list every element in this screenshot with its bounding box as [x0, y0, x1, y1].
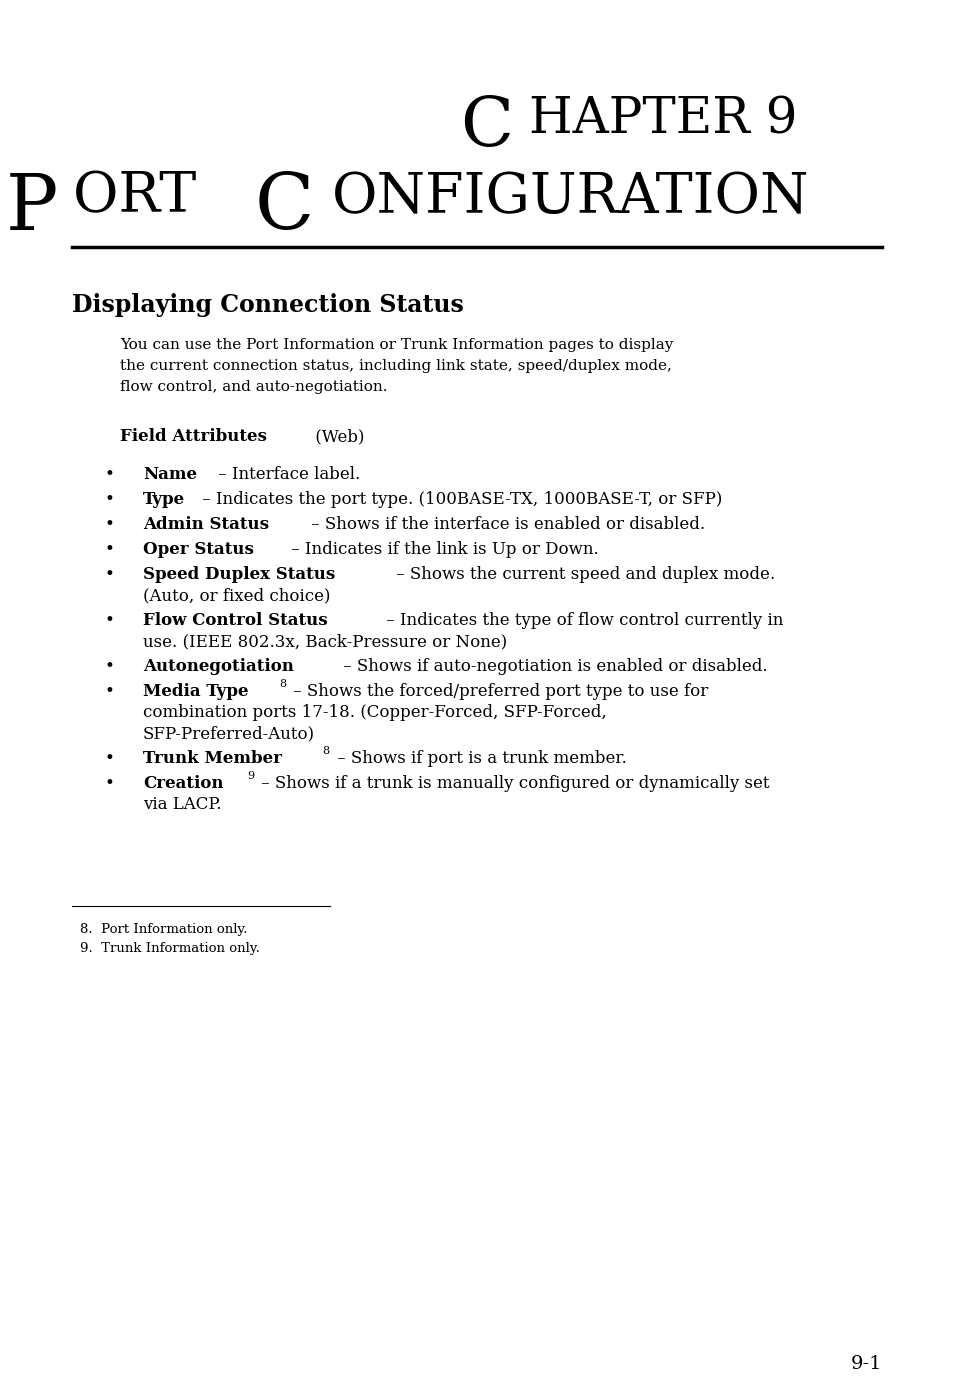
Text: Name: Name — [143, 466, 196, 483]
Text: •: • — [105, 566, 114, 583]
Text: (Auto, or fixed choice): (Auto, or fixed choice) — [143, 587, 330, 604]
Text: combination ports 17-18. (Copper-Forced, SFP-Forced,: combination ports 17-18. (Copper-Forced,… — [143, 704, 606, 720]
Text: •: • — [105, 491, 114, 508]
Text: Field Attributes: Field Attributes — [120, 428, 267, 446]
Text: the current connection status, including link state, speed/duplex mode,: the current connection status, including… — [120, 359, 671, 373]
Text: Autonegotiation: Autonegotiation — [143, 658, 294, 675]
Text: use. (IEEE 802.3x, Back-Pressure or None): use. (IEEE 802.3x, Back-Pressure or None… — [143, 633, 507, 650]
Text: – Shows if a trunk is manually configured or dynamically set: – Shows if a trunk is manually configure… — [255, 775, 769, 793]
Text: – Shows if the interface is enabled or disabled.: – Shows if the interface is enabled or d… — [305, 516, 704, 533]
Text: Trunk Member: Trunk Member — [143, 750, 282, 768]
Text: 8: 8 — [279, 679, 286, 688]
Text: Displaying Connection Status: Displaying Connection Status — [71, 293, 463, 316]
Text: – Indicates if the link is Up or Down.: – Indicates if the link is Up or Down. — [286, 541, 598, 558]
Text: flow control, and auto-negotiation.: flow control, and auto-negotiation. — [120, 380, 387, 394]
Text: •: • — [105, 612, 114, 629]
Text: •: • — [105, 683, 114, 700]
Text: – Shows the current speed and duplex mode.: – Shows the current speed and duplex mod… — [391, 566, 775, 583]
Text: ONFIGURATION: ONFIGURATION — [332, 169, 808, 225]
Text: – Indicates the port type. (100BASE-TX, 1000BASE-T, or SFP): – Indicates the port type. (100BASE-TX, … — [197, 491, 722, 508]
Text: •: • — [105, 658, 114, 675]
Text: •: • — [105, 750, 114, 768]
Text: HAPTER 9: HAPTER 9 — [528, 94, 796, 144]
Text: Media Type: Media Type — [143, 683, 248, 700]
Text: Oper Status: Oper Status — [143, 541, 253, 558]
Text: C: C — [459, 94, 513, 161]
Text: Admin Status: Admin Status — [143, 516, 269, 533]
Text: (Web): (Web) — [309, 428, 364, 446]
Text: via LACP.: via LACP. — [143, 795, 221, 813]
Text: •: • — [105, 466, 114, 483]
Text: •: • — [105, 516, 114, 533]
Text: – Shows if auto-negotiation is enabled or disabled.: – Shows if auto-negotiation is enabled o… — [337, 658, 766, 675]
Text: 9: 9 — [247, 770, 253, 781]
Text: – Shows if port is a trunk member.: – Shows if port is a trunk member. — [332, 750, 625, 768]
Text: Type: Type — [143, 491, 185, 508]
Text: You can use the Port Information or Trunk Information pages to display: You can use the Port Information or Trun… — [120, 339, 673, 353]
Text: 9.  Trunk Information only.: 9. Trunk Information only. — [80, 942, 259, 955]
Text: SFP-Preferred-Auto): SFP-Preferred-Auto) — [143, 725, 314, 743]
Text: – Indicates the type of flow control currently in: – Indicates the type of flow control cur… — [381, 612, 782, 629]
Text: C: C — [254, 169, 314, 246]
Text: 8.  Port Information only.: 8. Port Information only. — [80, 923, 247, 936]
Text: Speed Duplex Status: Speed Duplex Status — [143, 566, 335, 583]
Text: – Shows the forced/preferred port type to use for: – Shows the forced/preferred port type t… — [288, 683, 708, 700]
Text: P: P — [6, 169, 58, 246]
Text: Creation: Creation — [143, 775, 223, 793]
Text: 8: 8 — [322, 745, 329, 756]
Text: 9-1: 9-1 — [850, 1355, 882, 1373]
Text: – Interface label.: – Interface label. — [213, 466, 359, 483]
Text: Flow Control Status: Flow Control Status — [143, 612, 327, 629]
Text: ORT: ORT — [73, 169, 213, 225]
Text: •: • — [105, 541, 114, 558]
Text: •: • — [105, 775, 114, 793]
